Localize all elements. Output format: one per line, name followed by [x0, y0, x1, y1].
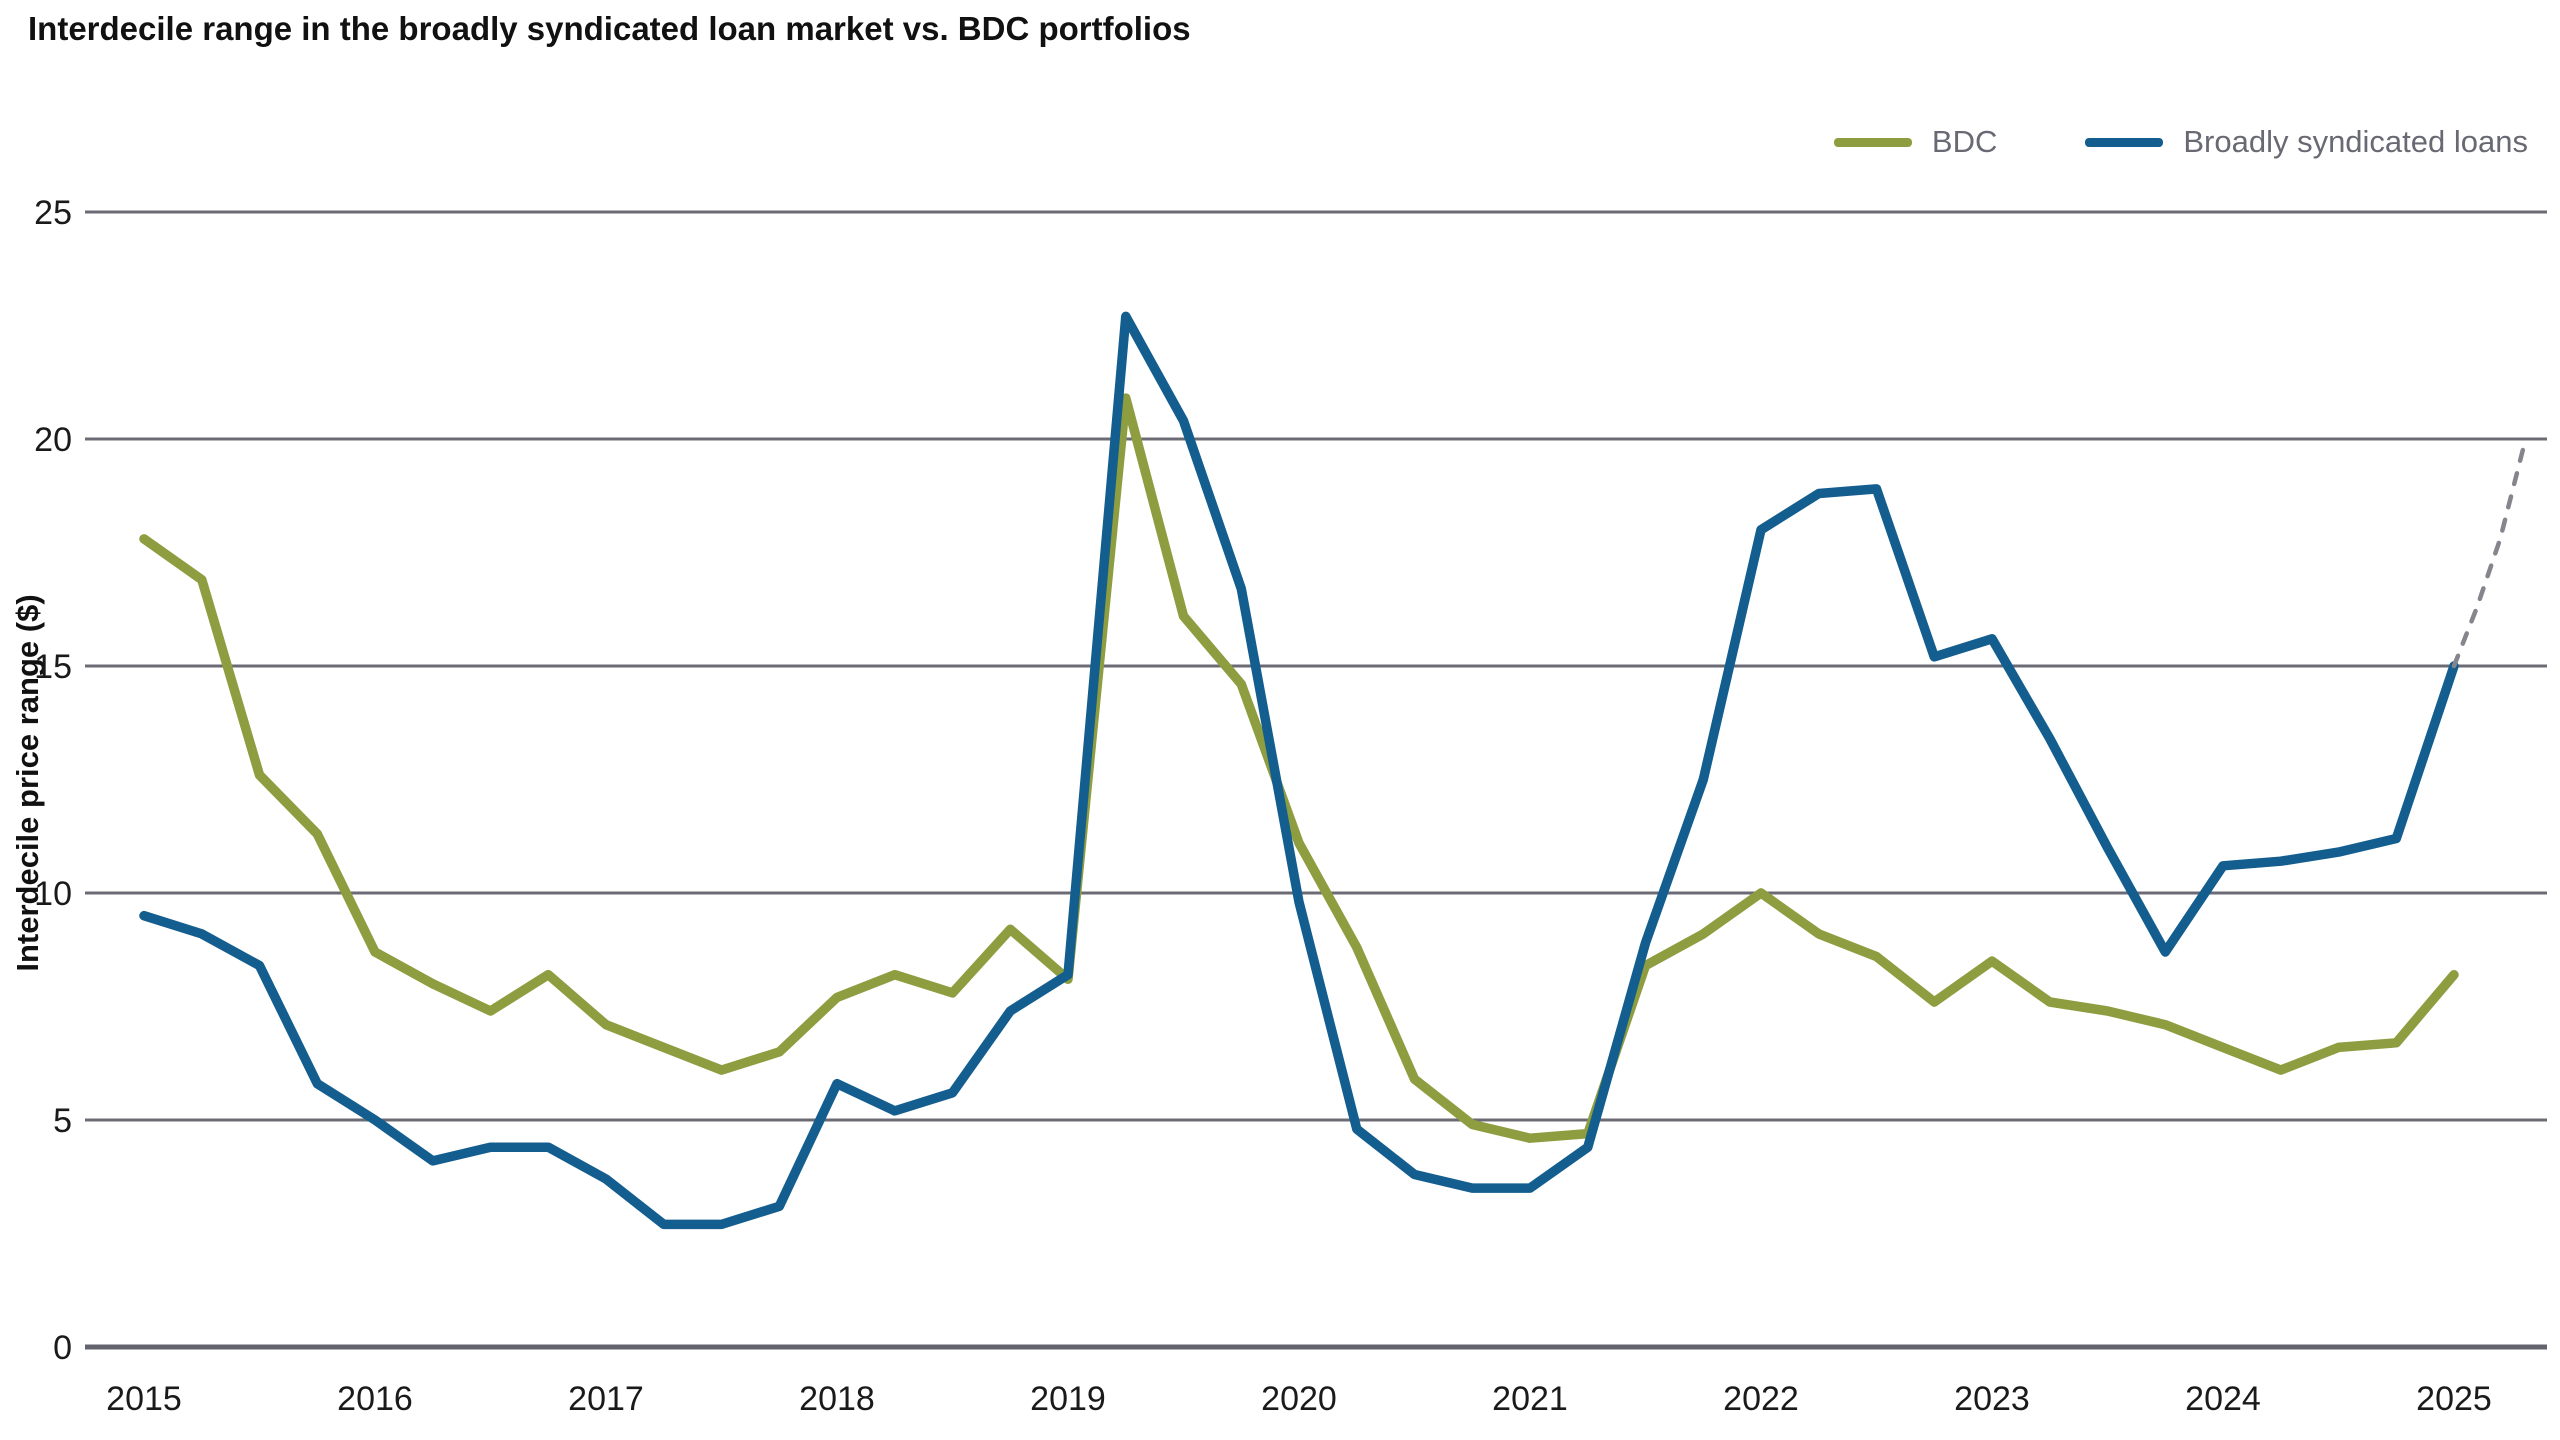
x-tick-label: 2023: [1954, 1380, 2030, 1418]
legend-swatch-bdc: [1833, 137, 1912, 147]
bsl-dashed-line: [2451, 445, 2526, 669]
legend-label-bdc: BDC: [1931, 124, 1998, 159]
x-tick-label: 2024: [2185, 1380, 2261, 1418]
gridlines: [85, 210, 2547, 1350]
x-tick-label: 2021: [1492, 1380, 1568, 1418]
y-tick-label: 5: [53, 1102, 72, 1140]
x-tick-label: 2016: [337, 1380, 413, 1418]
x-axis-ticks: 2015 2016 2017 2018 2019 2020 2021 2022 2023 2024…: [106, 1380, 2492, 1418]
legend: BDC Broadly syndicated loans: [1833, 124, 2528, 160]
x-tick-label: 2018: [799, 1380, 875, 1418]
legend-swatch-bsl: [2085, 137, 2164, 147]
bsl-line: [139, 311, 2459, 1230]
x-tick-label: 2025: [2416, 1380, 2492, 1418]
legend-label-bsl: Broadly syndicated loans: [2183, 124, 2528, 159]
x-tick-label: 2019: [1030, 1380, 1106, 1418]
y-tick-label: 15: [34, 648, 72, 686]
y-tick-label: 20: [34, 421, 72, 459]
x-tick-label: 2015: [106, 1380, 182, 1418]
y-tick-label: 0: [53, 1329, 72, 1367]
y-tick-label: 25: [34, 194, 72, 232]
y-tick-label: 10: [34, 875, 72, 913]
chart-title: Interdecile range in the broadly syndica…: [28, 10, 1191, 47]
y-axis-ticks: 0 5 10 15 20 25: [34, 194, 72, 1367]
x-tick-label: 2020: [1261, 1380, 1337, 1418]
bdc-line: [139, 393, 2459, 1143]
x-tick-label: 2017: [568, 1380, 644, 1418]
x-tick-label: 2022: [1723, 1380, 1799, 1418]
